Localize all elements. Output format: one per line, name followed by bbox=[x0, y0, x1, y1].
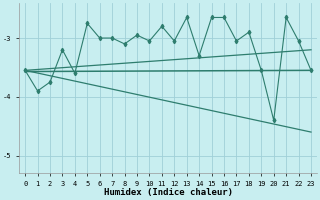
X-axis label: Humidex (Indice chaleur): Humidex (Indice chaleur) bbox=[104, 188, 233, 197]
